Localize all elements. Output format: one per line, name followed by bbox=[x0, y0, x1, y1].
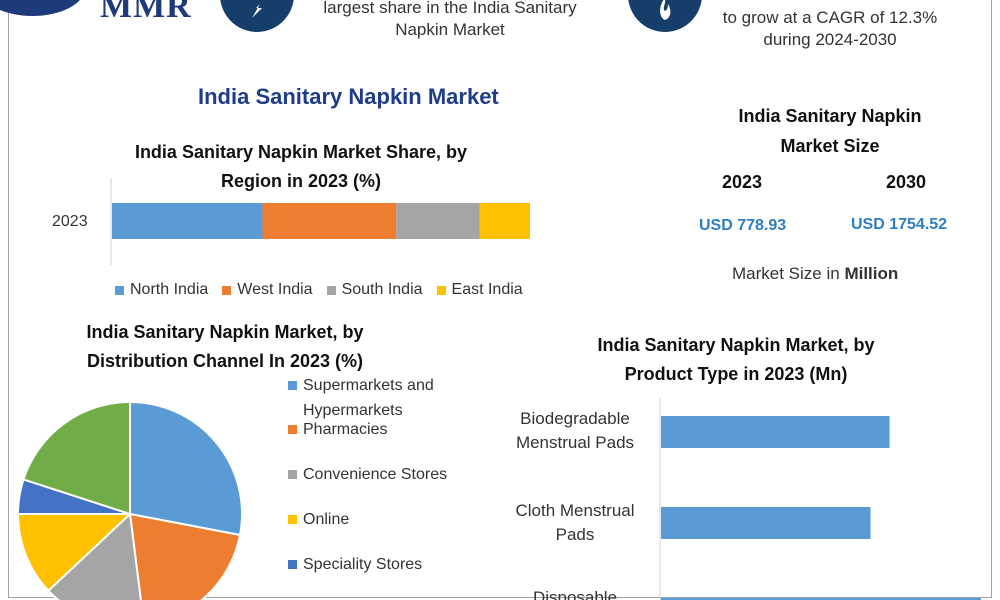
region-category-label: 2023 bbox=[52, 213, 88, 230]
legend-item-south-india: South India bbox=[326, 281, 423, 299]
value-2030: USD 1754.52 bbox=[851, 216, 948, 233]
channel-legend-item: Convenience Stores bbox=[288, 462, 447, 487]
market-size-unit: Market Size in Million bbox=[732, 264, 899, 283]
product-bar bbox=[661, 416, 890, 448]
product-bar bbox=[661, 507, 871, 539]
pie-slice-others bbox=[22, 400, 131, 516]
product-category-label: Menstrual Pads bbox=[516, 433, 634, 452]
legend-swatch bbox=[288, 470, 297, 479]
legend-label: Pharmacies bbox=[303, 421, 388, 438]
region-bar-north-india bbox=[112, 203, 263, 239]
legend-item-west-india: West India bbox=[222, 281, 313, 299]
legend-swatch bbox=[115, 285, 124, 295]
channel-pie bbox=[16, 400, 243, 600]
legend-swatch bbox=[326, 285, 336, 295]
region-legend: North India West India South India East Ind… bbox=[115, 281, 523, 299]
channel-legend-item: Hypermarkets bbox=[288, 398, 403, 423]
legend-label: South India bbox=[341, 281, 423, 298]
legend-swatch bbox=[222, 285, 232, 295]
product-chart: Biodegradable Menstrual Pads Cloth Menstru… bbox=[515, 398, 981, 600]
legend-label: West India bbox=[237, 281, 313, 298]
legend-label: Convenience Stores bbox=[303, 466, 448, 483]
channel-legend-item: Pharmacies bbox=[288, 417, 387, 442]
legend-label: North India bbox=[130, 281, 209, 298]
legend-swatch bbox=[288, 381, 297, 390]
legend-label: Hypermarkets bbox=[303, 402, 403, 419]
channel-legend-item: Supermarkets and bbox=[288, 373, 434, 398]
pie-slices bbox=[16, 400, 243, 600]
share-text: largest share in the India Sanitary Napk… bbox=[323, 0, 577, 39]
pie-slice-online bbox=[16, 513, 133, 593]
legend-item-north-india: North India bbox=[115, 281, 208, 299]
region-bars bbox=[112, 203, 530, 239]
legend-label: Online bbox=[303, 511, 350, 528]
region-chart-title: India Sanitary Napkin Market Share, by R… bbox=[134, 142, 468, 191]
product-chart-title: India Sanitary Napkin Market, by Product… bbox=[597, 335, 875, 384]
legend-swatch bbox=[288, 560, 297, 569]
legend-label: Speciality Stores bbox=[303, 556, 423, 573]
legend-swatch bbox=[288, 425, 297, 434]
lightning-icon bbox=[220, 0, 294, 32]
region-chart: 2023 bbox=[52, 178, 530, 265]
legend-label: East India bbox=[451, 281, 523, 298]
pie-slice-pharmacies bbox=[128, 512, 242, 600]
product-category-label: Disposable bbox=[533, 588, 617, 600]
pie-slice-convenience-stores bbox=[46, 511, 142, 600]
channel-legend-item: Online bbox=[288, 507, 349, 532]
cagr-text: to grow at a CAGR of 12.3% during 2024-2… bbox=[722, 8, 938, 49]
channel-legend-item: Speciality Stores bbox=[288, 552, 422, 577]
main-title: India Sanitary Napkin Market bbox=[198, 84, 499, 109]
logo: MMR bbox=[100, 0, 192, 25]
region-bar-west-india bbox=[262, 203, 397, 239]
pie-slice-supermarkets-and-hypermarkets bbox=[129, 400, 243, 537]
region-bar-east-india bbox=[479, 203, 530, 239]
legend-swatch bbox=[436, 285, 446, 295]
legend-label: Supermarkets and bbox=[303, 377, 434, 394]
product-category-label: Biodegradable bbox=[520, 409, 630, 428]
year-2023: 2023 bbox=[722, 172, 763, 192]
product-category-label: Pads bbox=[556, 525, 595, 544]
value-2023: USD 778.93 bbox=[699, 217, 787, 234]
product-bar bbox=[661, 598, 981, 600]
legend-swatch bbox=[288, 515, 297, 524]
legend-item-east-india: East India bbox=[436, 281, 523, 299]
product-bars: Biodegradable Menstrual Pads Cloth Menstru… bbox=[515, 409, 981, 600]
channel-chart-title: India Sanitary Napkin Market, by Distrib… bbox=[86, 322, 364, 371]
infographic-frame bbox=[8, 0, 992, 598]
flame-icon bbox=[628, 0, 702, 32]
year-2030: 2030 bbox=[886, 172, 927, 192]
region-bar-south-india bbox=[396, 203, 480, 239]
product-category-label: Cloth Menstrual bbox=[515, 501, 634, 520]
market-size-title: India Sanitary Napkin Market Size bbox=[738, 106, 922, 156]
